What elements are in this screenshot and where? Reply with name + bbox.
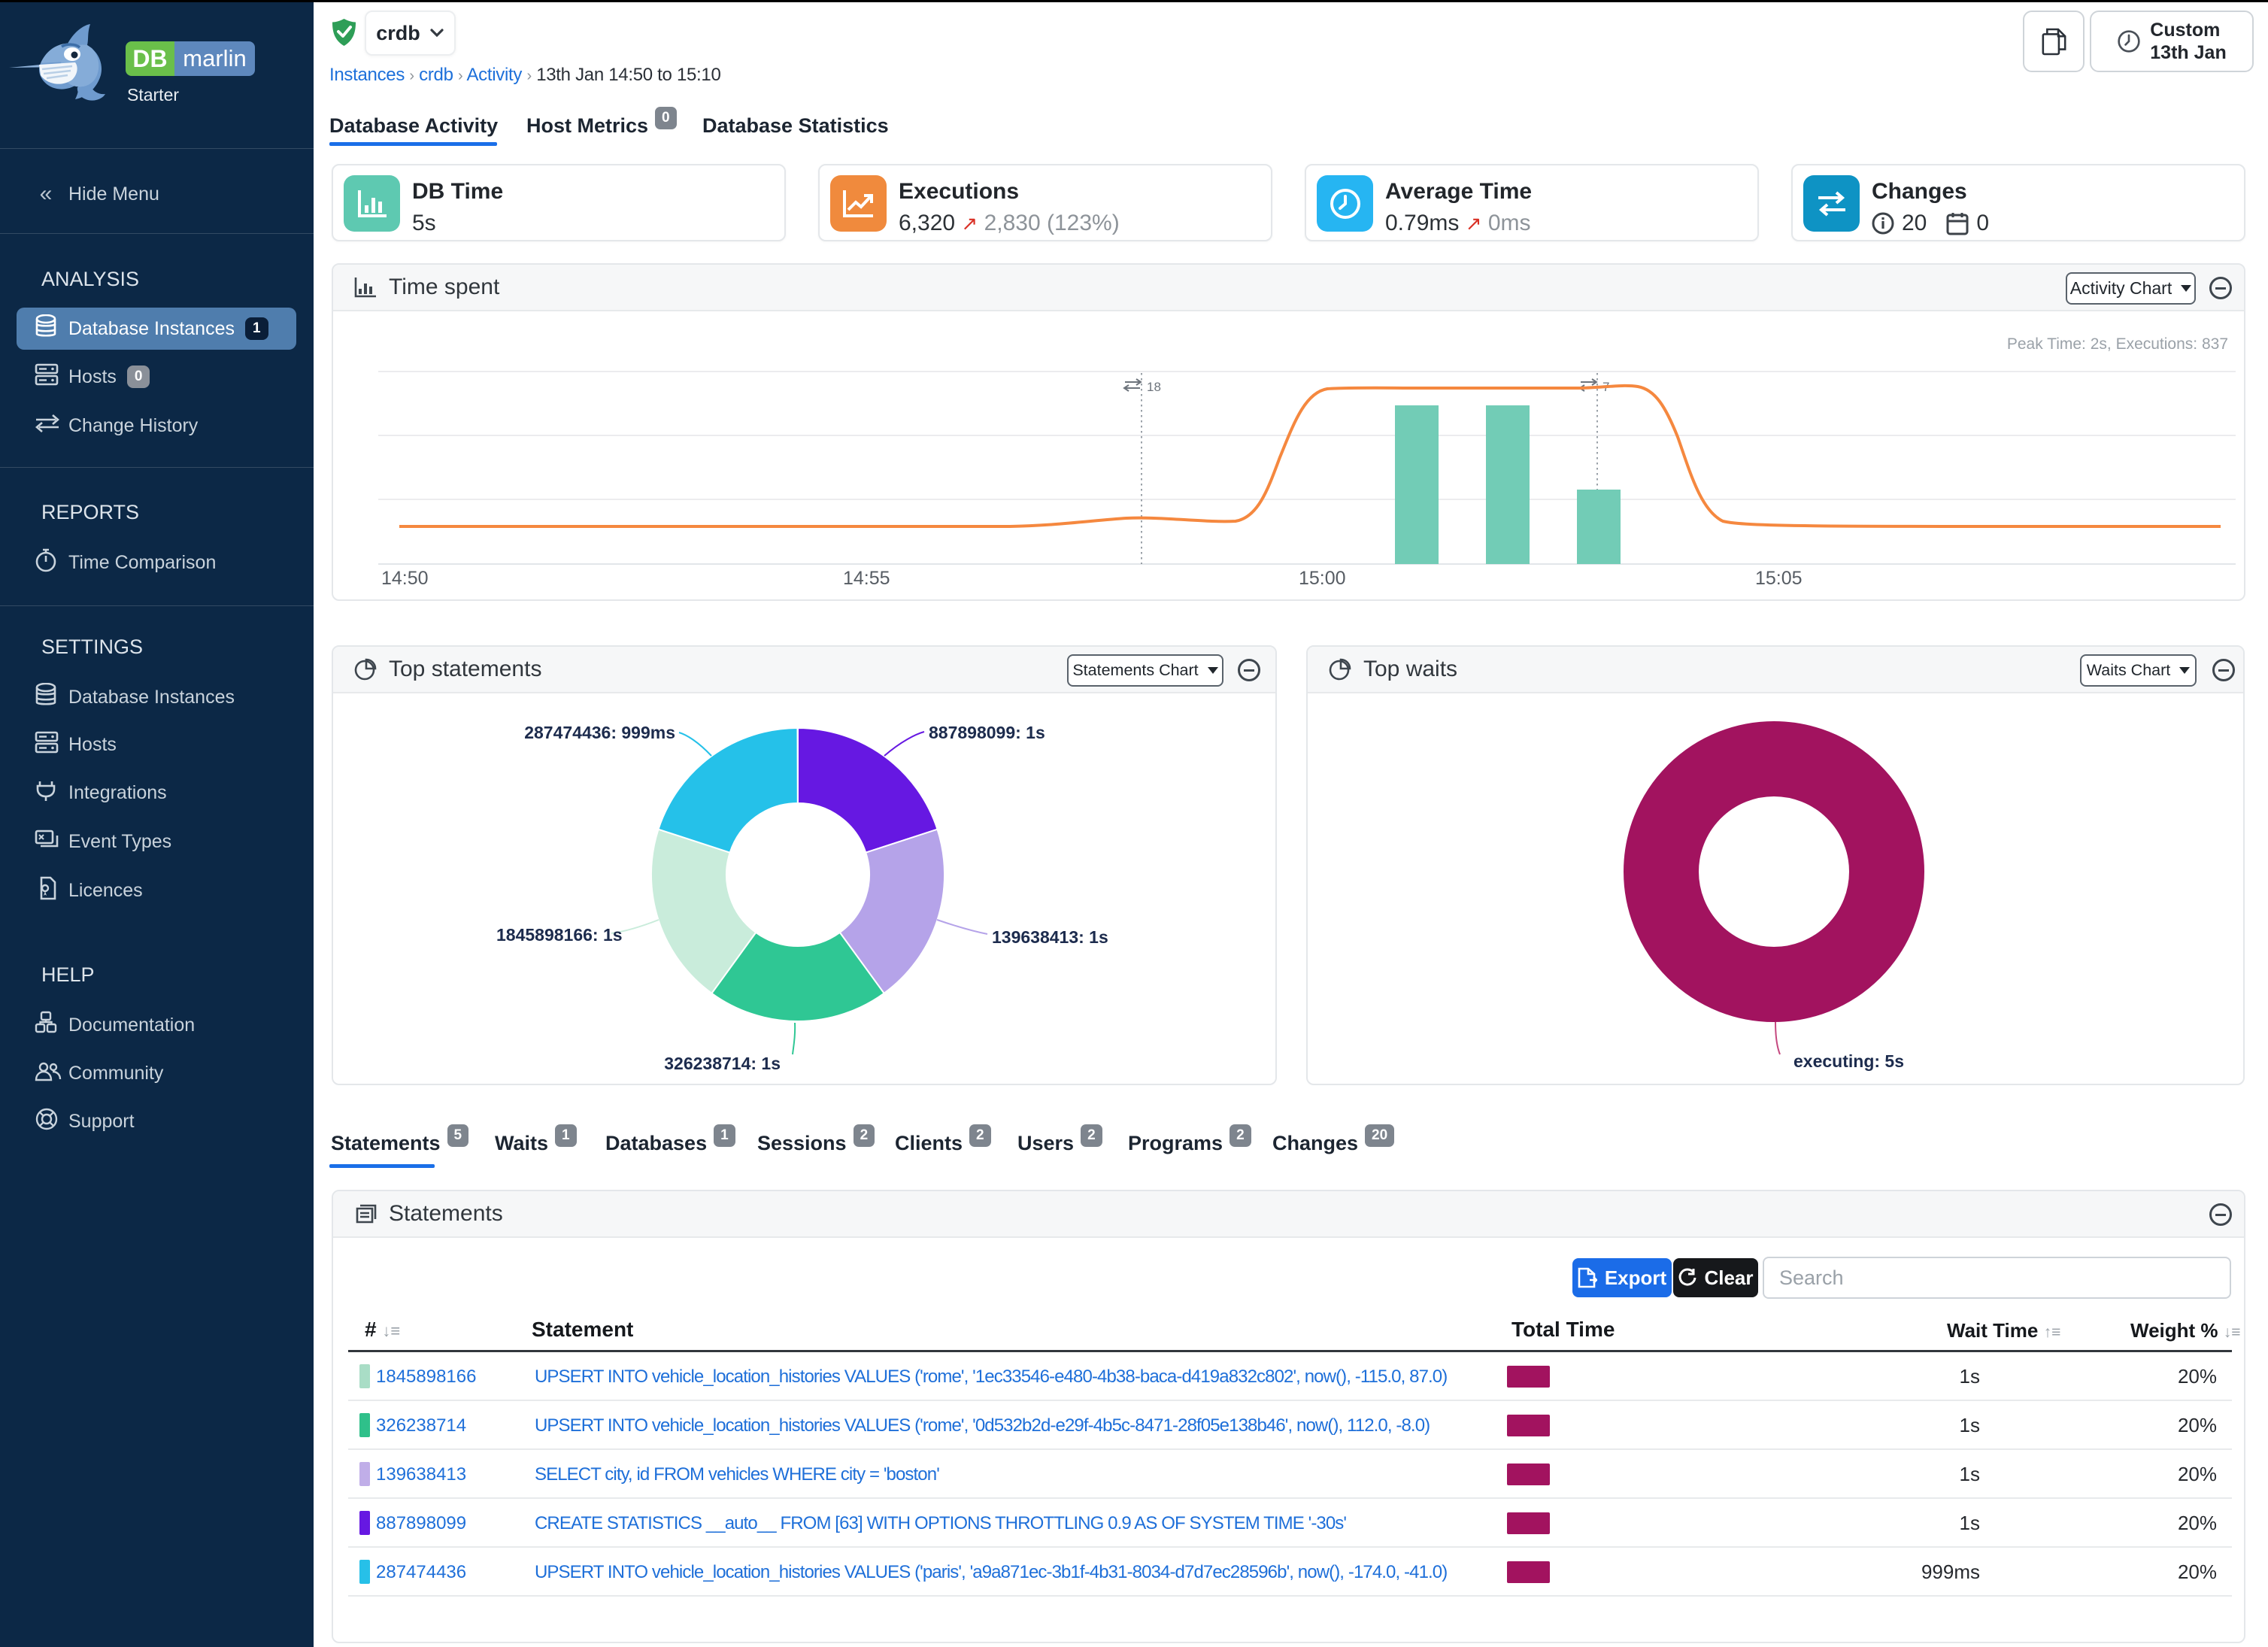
svg-text:326238714: 1s: 326238714: 1s	[664, 1054, 781, 1073]
svg-text:executing: 5s: executing: 5s	[1793, 1051, 1904, 1071]
svg-text:15:05: 15:05	[1755, 568, 1803, 589]
svg-text:287474436: 999ms: 287474436: 999ms	[524, 723, 675, 742]
svg-text:18: 18	[1147, 380, 1161, 394]
svg-text:1845898166: 1s: 1845898166: 1s	[496, 925, 623, 945]
svg-text:14:50: 14:50	[381, 568, 429, 589]
svg-text:14:55: 14:55	[843, 568, 890, 589]
svg-text:139638413: 1s: 139638413: 1s	[992, 927, 1108, 947]
svg-text:Peak Time: 2s, Executions: 837: Peak Time: 2s, Executions: 837	[2007, 335, 2228, 353]
svg-text:887898099: 1s: 887898099: 1s	[929, 723, 1045, 742]
svg-text:15:00: 15:00	[1299, 568, 1346, 589]
